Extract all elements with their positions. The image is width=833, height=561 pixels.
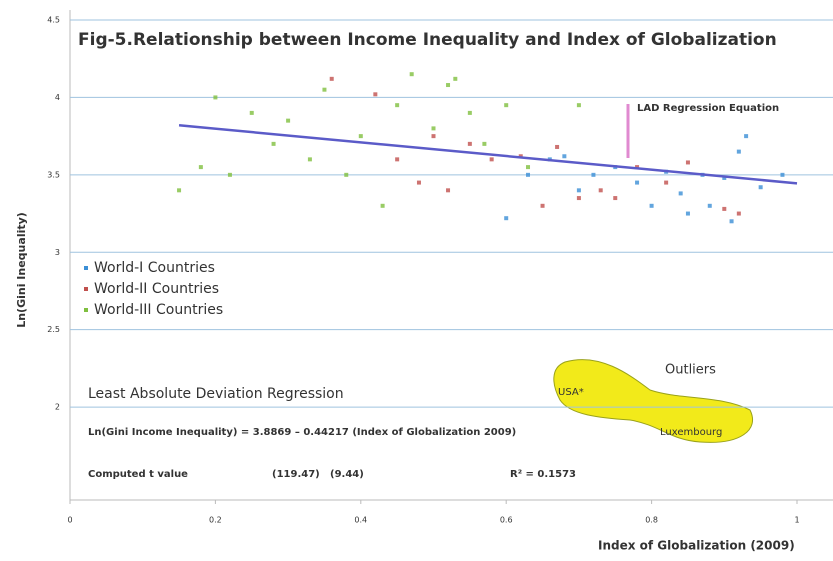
point <box>707 203 712 208</box>
point <box>744 134 749 139</box>
point <box>177 188 182 193</box>
point <box>664 180 669 185</box>
point <box>227 172 232 177</box>
point <box>409 72 414 77</box>
point <box>613 196 618 201</box>
annotation: (119.47) <box>272 469 320 480</box>
point <box>198 165 203 170</box>
x-tick-label: 0.2 <box>209 516 222 525</box>
annotation: Ln(Gini Income Inequality) = 3.8869 – 0.… <box>88 427 516 438</box>
point <box>591 172 596 177</box>
point <box>736 211 741 216</box>
point <box>431 126 436 131</box>
annotation: Least Absolute Deviation Regression <box>88 386 344 402</box>
point <box>555 144 560 149</box>
point <box>562 154 567 159</box>
point <box>758 185 763 190</box>
point <box>329 76 334 81</box>
annotation: USA* <box>558 387 584 398</box>
point <box>213 95 218 100</box>
legend-swatch <box>84 266 88 270</box>
point <box>482 141 487 146</box>
point <box>678 191 683 196</box>
x-tick-label: 0 <box>67 516 72 525</box>
point <box>722 175 727 180</box>
point <box>635 180 640 185</box>
point <box>576 103 581 108</box>
x-axis-title: Index of Globalization (2009) <box>598 539 795 553</box>
point <box>729 219 734 224</box>
annotation: (9.44) <box>330 469 364 480</box>
point <box>780 172 785 177</box>
point <box>540 203 545 208</box>
y-tick-label: 2 <box>55 403 60 412</box>
y-tick-label: 3.5 <box>47 170 60 179</box>
point <box>286 118 291 123</box>
legend-swatch <box>84 308 88 312</box>
plot-area: 2 2.5 3 3.5 4 4.5 0 0.2 0.4 0.6 0.8 1 World-I Countr… <box>47 16 833 525</box>
annotation: Outliers <box>665 363 716 378</box>
y-tick-label: 2.5 <box>47 325 60 334</box>
point <box>416 180 421 185</box>
point <box>526 172 531 177</box>
point <box>489 157 494 162</box>
point <box>576 188 581 193</box>
point <box>526 165 531 170</box>
x-tick-label: 0.8 <box>645 516 658 525</box>
annotation: R² = 0.1573 <box>510 469 576 480</box>
point <box>358 134 363 139</box>
point <box>380 203 385 208</box>
point <box>395 103 400 108</box>
outlier-highlight <box>553 359 753 443</box>
point <box>467 141 472 146</box>
x-tick-label: 0.6 <box>500 516 513 525</box>
legend-label: World-I Countries <box>94 260 215 276</box>
y-tick-label: 4.5 <box>47 16 60 25</box>
point <box>249 110 254 115</box>
point <box>446 83 451 88</box>
point <box>307 157 312 162</box>
point <box>504 216 509 221</box>
point <box>685 211 690 216</box>
legend-swatch <box>84 287 88 291</box>
point <box>467 110 472 115</box>
annotation: Computed t value <box>88 469 188 480</box>
x-tick-label: 0.4 <box>354 516 367 525</box>
point <box>373 92 378 97</box>
point <box>446 188 451 193</box>
point <box>598 188 603 193</box>
point <box>271 141 276 146</box>
legend-label: World-III Countries <box>94 302 223 318</box>
point <box>722 206 727 211</box>
point <box>431 134 436 139</box>
legend-label: World-II Countries <box>94 281 219 297</box>
point <box>322 87 327 92</box>
chart-title: Fig-5.Relationship between Income Inequa… <box>78 30 777 50</box>
point <box>649 203 654 208</box>
point <box>685 160 690 165</box>
point <box>504 103 509 108</box>
point <box>344 172 349 177</box>
point <box>395 157 400 162</box>
regression-line <box>178 124 798 185</box>
y-tick-label: 3 <box>55 248 60 257</box>
y-axis-title: Ln(Gini Inequality) <box>15 212 28 328</box>
point <box>576 196 581 201</box>
x-tick-label: 1 <box>794 516 799 525</box>
point <box>453 76 458 81</box>
y-tick-label: 4 <box>55 93 60 102</box>
annotation: LAD Regression Equation <box>637 103 779 114</box>
point <box>736 149 741 154</box>
annotation: Luxembourg <box>660 427 722 438</box>
